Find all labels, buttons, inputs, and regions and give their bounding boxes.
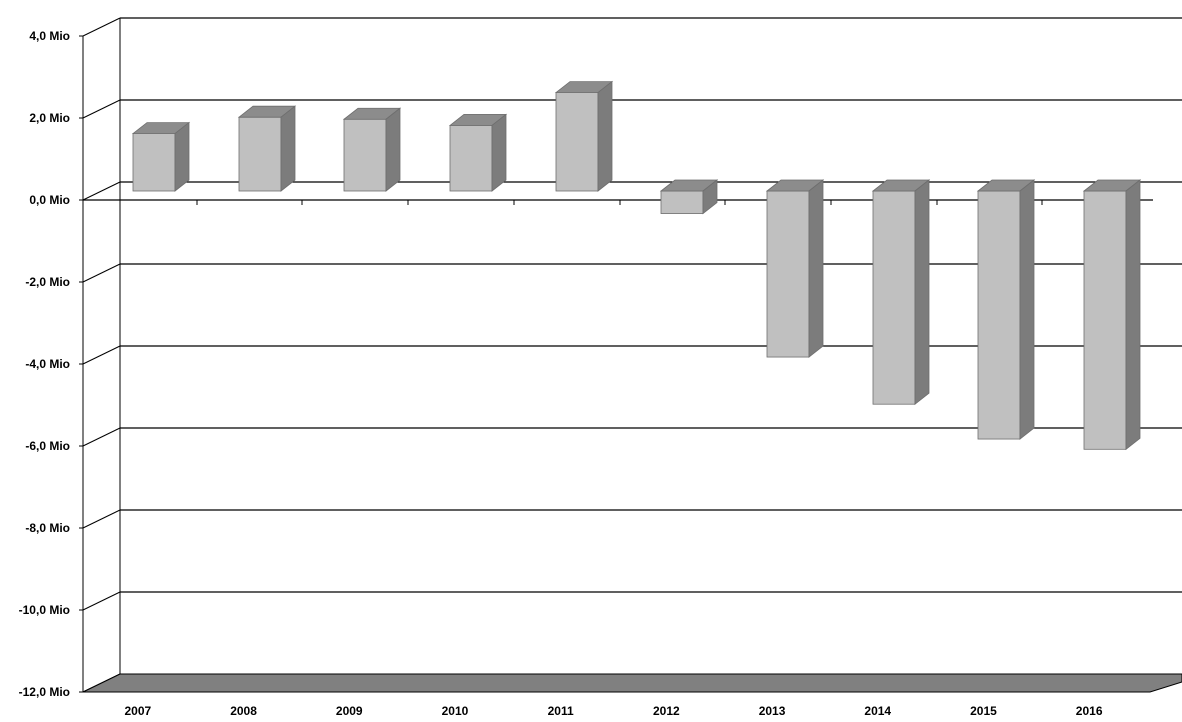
- gridline-diagonal-1: [82, 99, 121, 119]
- gridline-diagonal-2: [82, 181, 121, 201]
- x-tick-label-2013: 2013: [759, 704, 786, 717]
- bar-side-2011: [597, 80, 613, 192]
- bar-front-2013: [766, 190, 810, 358]
- bar-front-2009: [343, 118, 387, 192]
- bar-front-2014: [872, 190, 916, 405]
- gridline-diagonal-3: [82, 263, 121, 283]
- x-tick-labels: 2007 2008 2009 2010 2011 2012 2013 2014 2015 2016: [124, 704, 1103, 718]
- y-tick-label-2: 0,0 Mio: [29, 193, 70, 207]
- bar-2012: [659, 179, 719, 215]
- y-tick-label-0: 4,0 Mio: [29, 29, 70, 43]
- y-tick-label-5: -6,0 Mio: [25, 439, 70, 453]
- x-tick-label-2007: 2007: [124, 704, 151, 717]
- axes: [79, 18, 1153, 693]
- bar-side-2014: [914, 179, 930, 406]
- y-tick-label-8: -12,0 Mio: [19, 685, 70, 699]
- x-tick-label-2009: 2009: [336, 704, 363, 717]
- bar-side-2015: [1019, 179, 1035, 440]
- gridline-diagonal-4: [82, 345, 121, 365]
- bar-front-2011: [555, 92, 599, 192]
- y-tick-label-3: -2,0 Mio: [25, 275, 70, 289]
- y-tick-label-7: -10,0 Mio: [19, 603, 70, 617]
- x-tick-label-2011: 2011: [548, 704, 574, 717]
- bar-2014: [871, 179, 931, 406]
- bar-front-2016: [1083, 190, 1127, 450]
- bar-2013: [765, 179, 825, 358]
- x-tick-label-2012: 2012: [653, 704, 680, 717]
- chart-floor: [82, 673, 1182, 693]
- x-tick-label-2014: 2014: [864, 704, 891, 717]
- y-tick-label-1: 2,0 Mio: [29, 111, 70, 125]
- bar-2010: [448, 113, 508, 192]
- bar-2009: [342, 107, 402, 192]
- gridline-diagonal-0: [82, 17, 121, 37]
- x-tick-label-2010: 2010: [442, 704, 469, 717]
- gridlines: [82, 17, 1182, 693]
- gridline-diagonal-5: [82, 427, 121, 447]
- bar-front-2015: [977, 190, 1021, 440]
- bar-side-2010: [491, 113, 507, 192]
- bar-2016: [1082, 179, 1142, 451]
- bar-2015: [976, 179, 1036, 440]
- bar-front-2007: [132, 133, 176, 192]
- bar-side-2016: [1125, 179, 1141, 451]
- bar-2011: [554, 80, 614, 192]
- gridline-diagonal-6: [82, 509, 121, 529]
- bars: [131, 80, 1142, 451]
- x-tick-label-2016: 2016: [1076, 704, 1103, 717]
- x-tick-label-2008: 2008: [230, 704, 257, 717]
- bar-side-2007: [174, 121, 190, 192]
- y-tick-labels: 4,0 Mio 2,0 Mio 0,0 Mio -2,0 Mio -4,0 Mio -6,…: [19, 29, 70, 699]
- floor-plane: [82, 673, 1182, 693]
- bar-side-2013: [808, 179, 824, 358]
- bar-2007: [131, 121, 191, 192]
- y-tick-label-4: -4,0 Mio: [25, 357, 70, 371]
- bar-2008: [237, 105, 297, 192]
- bar-side-2009: [385, 107, 401, 192]
- bar-front-2010: [449, 125, 493, 192]
- gridline-diagonal-7: [82, 591, 121, 611]
- bar-front-2012: [660, 190, 704, 214]
- bar-side-2012: [702, 179, 718, 215]
- bar-side-2008: [280, 105, 296, 192]
- x-tick-label-2015: 2015: [970, 704, 997, 717]
- bar-front-2008: [238, 116, 282, 192]
- y-tick-label-6: -8,0 Mio: [25, 521, 70, 535]
